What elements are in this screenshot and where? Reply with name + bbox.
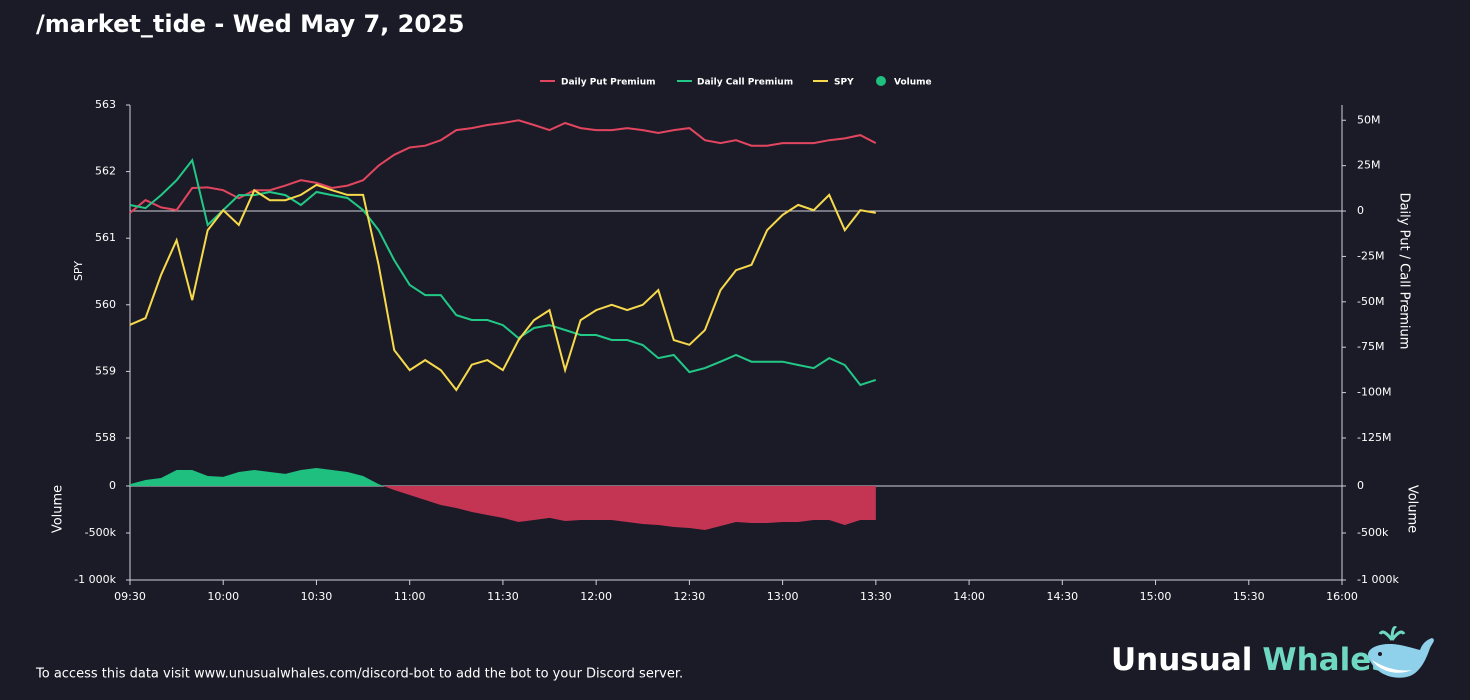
y-tick-label: 561 <box>95 231 116 244</box>
x-tick-label: 11:00 <box>394 590 426 603</box>
x-tick-label: 10:00 <box>207 590 239 603</box>
series-line <box>129 183 876 392</box>
x-tick-label: 15:30 <box>1233 590 1265 603</box>
x-tick-label: 12:00 <box>580 590 612 603</box>
legend-swatch <box>876 76 886 86</box>
x-tick-label: 13:00 <box>767 590 799 603</box>
volume-area <box>383 485 876 530</box>
legend-label: Volume <box>894 78 932 88</box>
y-tick-label: 560 <box>95 298 116 311</box>
y2-tick-label: 50M <box>1357 113 1381 126</box>
y2-tick-label: -75M <box>1357 340 1384 353</box>
y2-axis-label: Volume <box>1405 485 1420 533</box>
y-axis-label: SPY <box>72 261 85 281</box>
volume-area <box>130 467 384 486</box>
y2-tick-label: 25M <box>1357 159 1381 172</box>
y-tick-label: 0 <box>109 479 116 492</box>
series-line <box>129 157 877 387</box>
x-tick-label: 10:30 <box>301 590 333 603</box>
y-tick-label: -500k <box>85 526 117 539</box>
y-tick-label: 562 <box>95 165 116 178</box>
y-axis-label: Volume <box>51 485 66 533</box>
y2-tick-label: -500k <box>1357 526 1389 539</box>
y2-tick-label: 0 <box>1357 204 1364 217</box>
x-tick-label: 11:30 <box>487 590 519 603</box>
y-tick-label: 558 <box>95 431 116 444</box>
x-tick-label: 14:00 <box>953 590 985 603</box>
brand-word: Unusual <box>1111 642 1252 678</box>
x-tick-label: 09:30 <box>114 590 146 603</box>
brand-word: Whales <box>1262 642 1389 678</box>
legend-label: Daily Put Premium <box>561 78 656 88</box>
logo-whale <box>1368 626 1434 678</box>
y-tick-label: -1 000k <box>74 573 116 586</box>
y-tick-label: 563 <box>95 98 116 111</box>
x-tick-label: 14:30 <box>1046 590 1078 603</box>
legend: Daily Put Premium Daily Call Premium SPY… <box>540 76 932 88</box>
x-tick-label: 16:00 <box>1326 590 1358 603</box>
brand-name: Unusual Whales <box>1111 642 1390 678</box>
y2-tick-label: 0 <box>1357 479 1364 492</box>
y-tick-label: 559 <box>95 364 116 377</box>
footer-note: To access this data visit www.unusualwha… <box>35 667 683 682</box>
y2-tick-label: -50M <box>1357 295 1384 308</box>
chart-title: /market_tide - Wed May 7, 2025 <box>36 10 464 38</box>
legend-label: SPY <box>834 78 854 88</box>
y2-tick-label: -125M <box>1357 431 1391 444</box>
y2-tick-label: -1 000k <box>1357 573 1399 586</box>
x-tick-label: 15:00 <box>1140 590 1172 603</box>
y2-axis-label: Daily Put / Call Premium <box>1397 193 1412 350</box>
legend-label: Daily Call Premium <box>697 78 793 88</box>
y2-tick-label: -100M <box>1357 386 1391 399</box>
x-tick-label: 12:30 <box>674 590 706 603</box>
y2-tick-label: -25M <box>1357 249 1384 262</box>
x-tick-label: 13:30 <box>860 590 892 603</box>
